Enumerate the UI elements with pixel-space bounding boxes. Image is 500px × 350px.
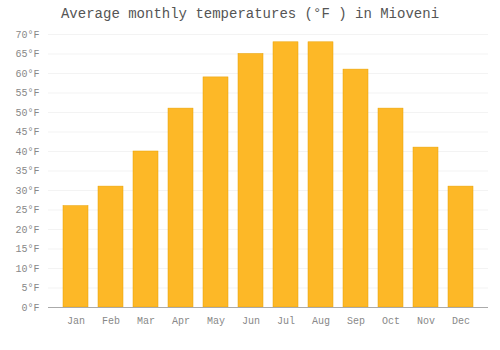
svg-text:40°F: 40°F: [15, 147, 39, 158]
svg-text:Mar: Mar: [137, 316, 155, 327]
svg-text:Jun: Jun: [242, 316, 260, 327]
svg-text:Aug: Aug: [312, 316, 330, 327]
svg-text:Jan: Jan: [67, 316, 85, 327]
svg-text:65°F: 65°F: [15, 49, 39, 60]
svg-text:May: May: [207, 316, 225, 327]
svg-text:Apr: Apr: [172, 316, 190, 327]
svg-text:15°F: 15°F: [15, 244, 39, 255]
svg-text:45°F: 45°F: [15, 127, 39, 138]
svg-text:Dec: Dec: [452, 316, 470, 327]
svg-text:25°F: 25°F: [15, 205, 39, 216]
svg-text:Feb: Feb: [102, 316, 120, 327]
svg-text:10°F: 10°F: [15, 264, 39, 275]
svg-text:Nov: Nov: [417, 316, 435, 327]
svg-text:Sep: Sep: [347, 316, 365, 327]
svg-text:50°F: 50°F: [15, 108, 39, 119]
svg-text:60°F: 60°F: [15, 69, 39, 80]
html-text:Average monthly temperatures (: Average monthly temperatures (°F ) in Mi…: [61, 6, 439, 22]
svg-text:20°F: 20°F: [15, 225, 39, 236]
svg-text:30°F: 30°F: [15, 186, 39, 197]
svg-text:35°F: 35°F: [15, 166, 39, 177]
svg-text:Oct: Oct: [382, 316, 400, 327]
svg-text:55°F: 55°F: [15, 88, 39, 99]
svg-text:70°F: 70°F: [15, 30, 39, 41]
svg-text:0°F: 0°F: [21, 303, 39, 314]
svg-text:Jul: Jul: [277, 316, 295, 327]
svg-text:5°F: 5°F: [21, 283, 39, 294]
